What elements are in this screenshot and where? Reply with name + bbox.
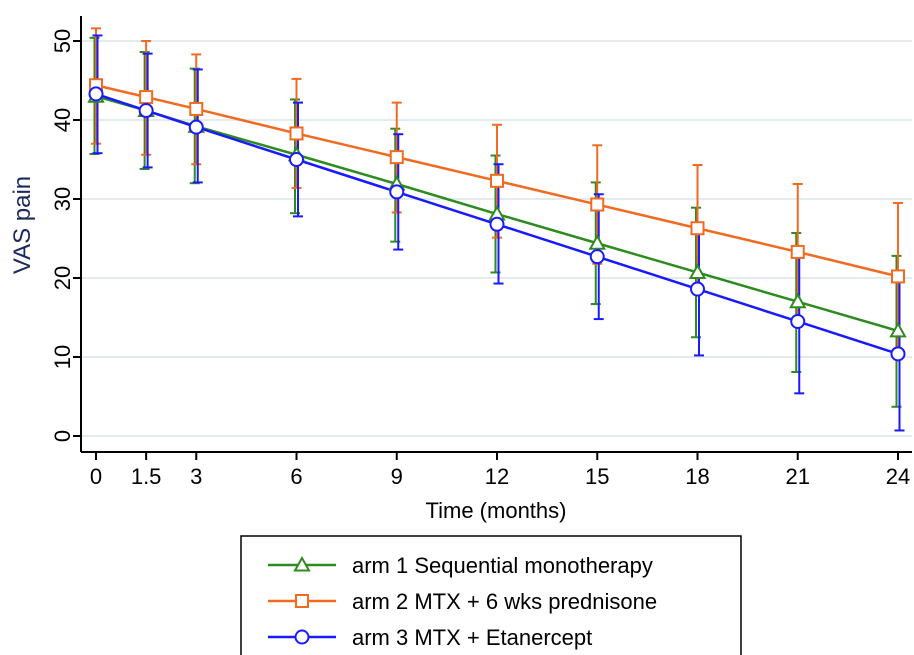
y-axis-label: VAS pain (9, 176, 36, 274)
y-tick-label: 50 (50, 29, 75, 53)
y-tick-label: 10 (50, 345, 75, 369)
data-point (789, 292, 807, 309)
data-point (139, 90, 154, 105)
data-point (289, 126, 304, 141)
data-point (790, 313, 806, 329)
y-tick-label: 20 (50, 266, 75, 290)
series-line (95, 84, 899, 278)
data-point (389, 150, 404, 165)
legend-label: arm 3 MTX + Etanercept (352, 625, 592, 650)
data-point (688, 263, 707, 279)
legend-marker (294, 629, 310, 645)
data-point (790, 244, 805, 259)
data-point (189, 101, 204, 116)
data-point (889, 321, 907, 338)
x-tick-label: 9 (391, 464, 403, 489)
data-point (690, 281, 705, 297)
grid (81, 40, 912, 437)
y-ticks: 0 10 20 30 40 50 (50, 29, 81, 442)
data-point (188, 119, 204, 135)
data-point (690, 221, 705, 236)
x-tick-label: 3 (190, 464, 202, 489)
x-tick-label: 18 (685, 464, 709, 489)
x-tick-label: 15 (585, 464, 609, 489)
series-layer (87, 27, 907, 432)
data-point (890, 346, 906, 362)
legend-label: arm 2 MTX + 6 wks prednisone (352, 589, 657, 614)
y-tick-label: 40 (50, 108, 75, 132)
data-point (289, 152, 304, 167)
legend-marker (293, 555, 311, 572)
x-tick-label: 12 (485, 464, 509, 489)
x-ticks: 0 1.5 3 6 9 12 15 18 21 24 (90, 452, 910, 489)
legend-box (240, 535, 742, 655)
legend-label: arm 1 Sequential monotherapy (352, 553, 653, 578)
series-line (95, 92, 899, 356)
y-tick-label: 30 (50, 187, 75, 211)
data-point (490, 173, 504, 188)
x-tick-label: 21 (786, 464, 810, 489)
x-tick-label: 6 (290, 464, 302, 489)
data-point (589, 249, 605, 265)
x-axis-label: Time (months) (426, 498, 567, 523)
data-point (891, 269, 905, 284)
series-circle (92, 34, 905, 432)
x-tick-label: 1.5 (131, 464, 162, 489)
data-point (590, 197, 605, 212)
data-point (489, 216, 505, 232)
data-point (389, 184, 405, 200)
series-square (91, 27, 903, 351)
x-tick-label: 24 (886, 464, 910, 489)
y-tick-label: 0 (50, 430, 75, 442)
data-point (138, 103, 154, 119)
data-point (588, 234, 606, 250)
x-tick-label: 0 (90, 464, 102, 489)
legend-marker (295, 594, 309, 608)
data-point (88, 86, 104, 102)
legend: arm 1 Sequential monotherapy arm 2 MTX + … (240, 535, 742, 655)
